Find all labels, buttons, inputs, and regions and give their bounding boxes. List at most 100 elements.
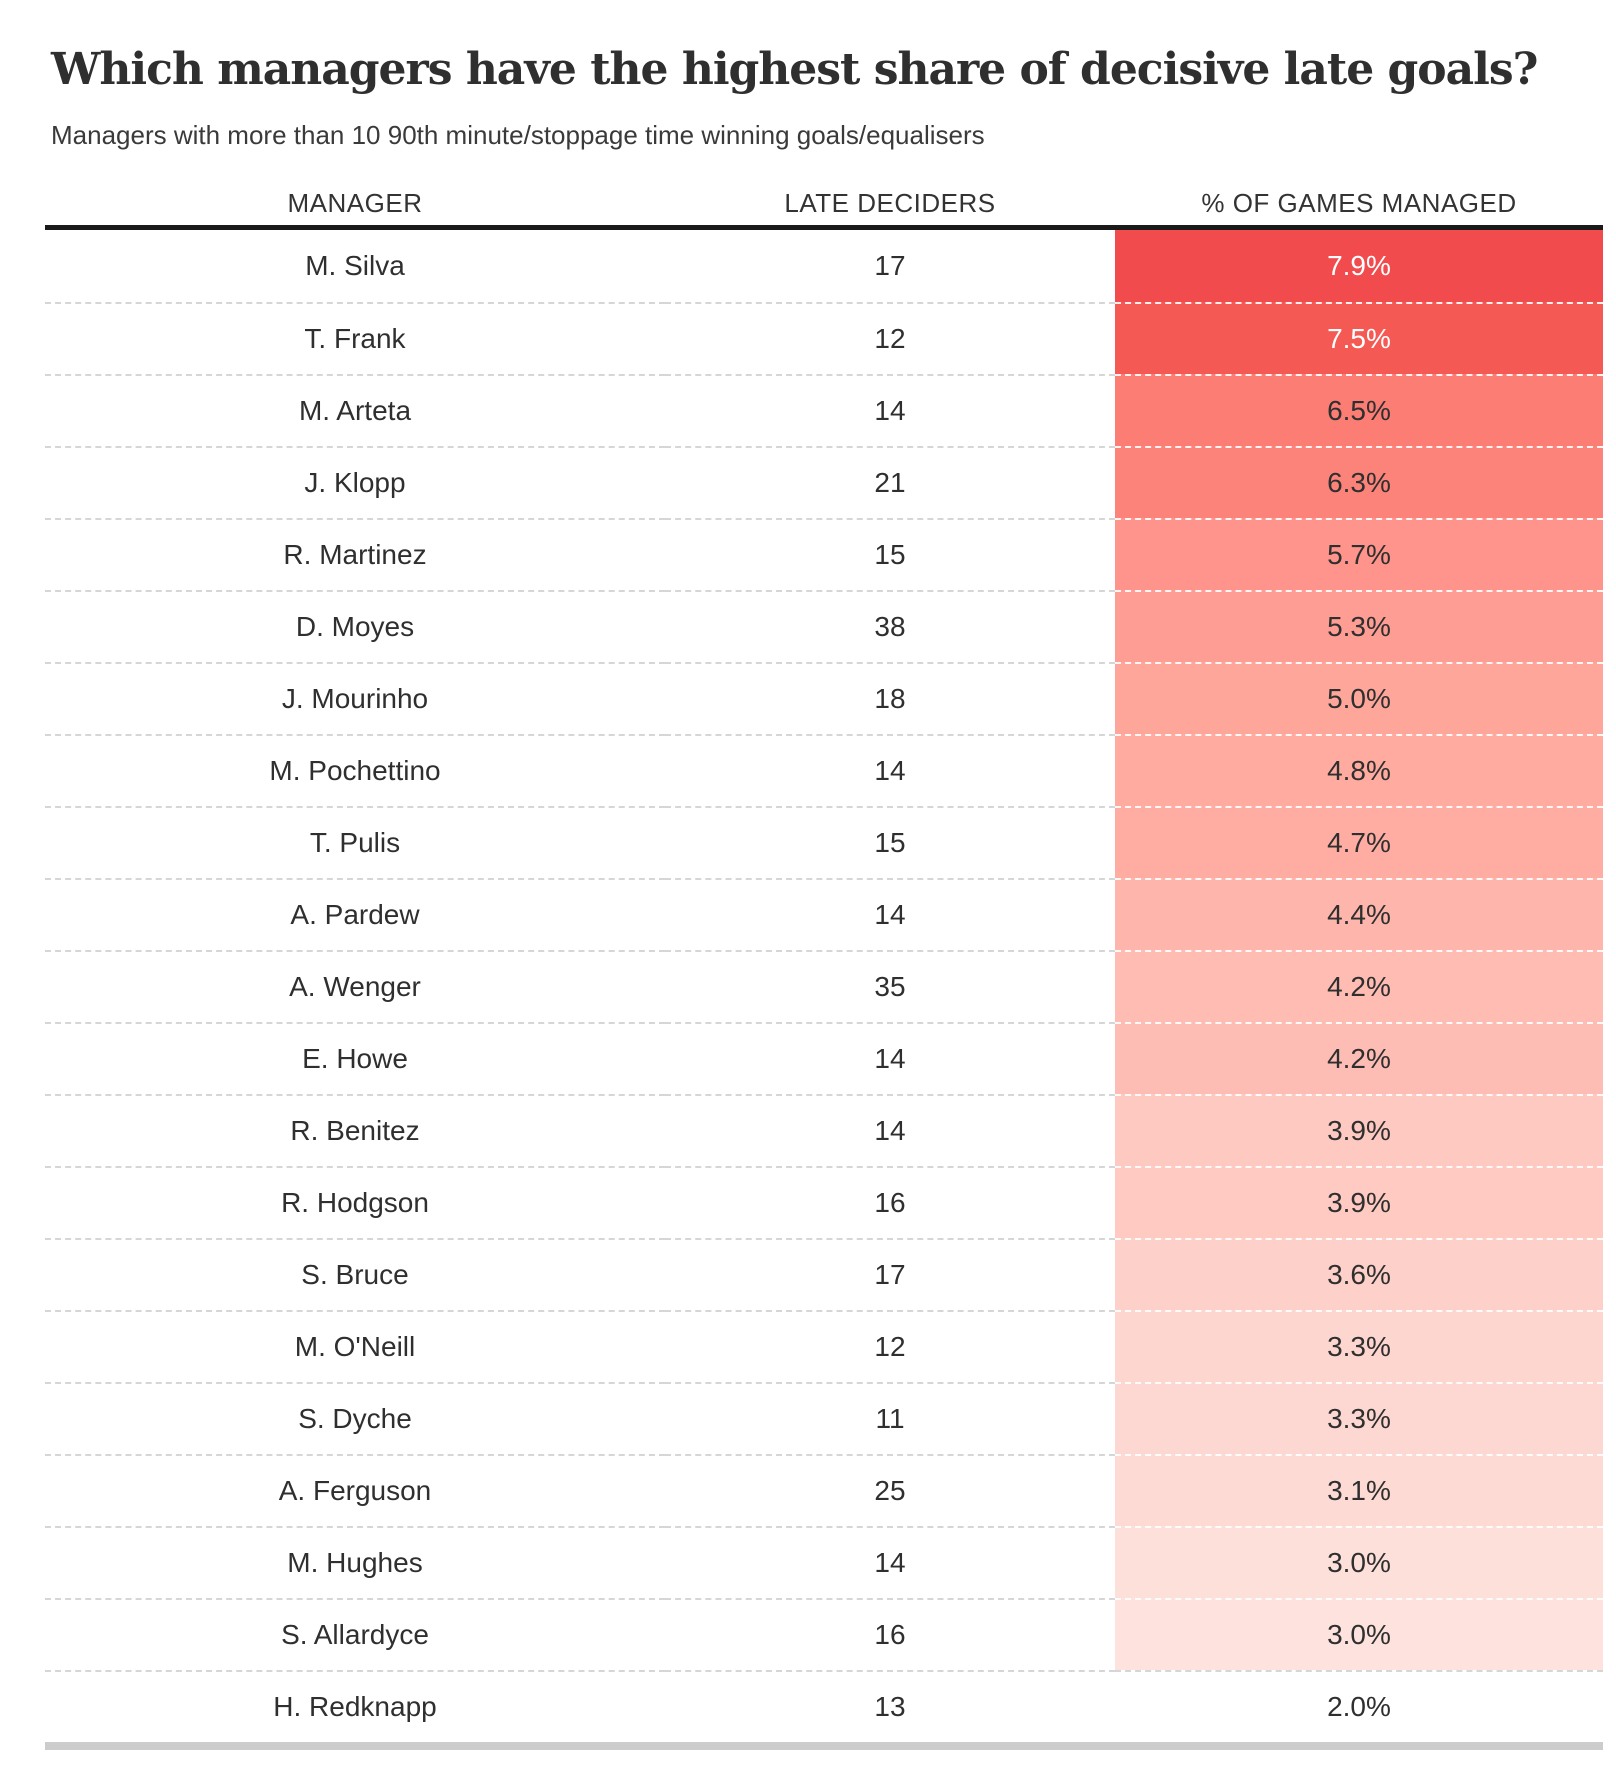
pct-games-managed-cell: 3.6% — [1115, 1238, 1603, 1311]
manager-name: M. Pochettino — [45, 734, 665, 806]
late-deciders-count: 15 — [665, 518, 1115, 590]
manager-name: A. Wenger — [45, 950, 665, 1022]
pct-games-managed-cell: 5.7% — [1115, 518, 1603, 591]
table-row: H. Redknapp 13 2.0% — [45, 1670, 1603, 1742]
pct-value: 3.3% — [1327, 1331, 1391, 1363]
late-deciders-count: 38 — [665, 590, 1115, 662]
manager-name: T. Pulis — [45, 806, 665, 878]
late-deciders-count: 14 — [665, 374, 1115, 446]
pct-value: 4.8% — [1327, 755, 1391, 787]
pct-games-managed-cell: 3.3% — [1115, 1382, 1603, 1455]
pct-games-managed-cell: 2.0% — [1115, 1670, 1603, 1742]
pct-games-managed-cell: 4.2% — [1115, 1022, 1603, 1095]
pct-value: 3.1% — [1327, 1475, 1391, 1507]
manager-name: S. Dyche — [45, 1382, 665, 1454]
pct-value: 3.9% — [1327, 1115, 1391, 1147]
pct-games-managed-cell: 7.9% — [1115, 230, 1603, 303]
pct-value: 4.7% — [1327, 827, 1391, 859]
table-row: T. Frank 12 7.5% — [45, 302, 1603, 375]
late-deciders-count: 14 — [665, 1526, 1115, 1598]
pct-value: 4.4% — [1327, 899, 1391, 931]
table-bottom-divider — [45, 1742, 1603, 1751]
pct-games-managed-cell: 3.9% — [1115, 1094, 1603, 1167]
late-deciders-count: 13 — [665, 1670, 1115, 1742]
table-row: S. Dyche 11 3.3% — [45, 1382, 1603, 1455]
header-divider — [45, 225, 1603, 231]
pct-value: 6.5% — [1327, 395, 1391, 427]
table-row: A. Pardew 14 4.4% — [45, 878, 1603, 951]
late-deciders-count: 14 — [665, 1022, 1115, 1094]
manager-name: J. Mourinho — [45, 662, 665, 734]
manager-name: M. Arteta — [45, 374, 665, 446]
late-deciders-count: 11 — [665, 1382, 1115, 1454]
late-deciders-count: 25 — [665, 1454, 1115, 1526]
pct-value: 4.2% — [1327, 1043, 1391, 1075]
pct-value: 5.0% — [1327, 683, 1391, 715]
managers-table: MANAGER LATE DECIDERS % OF GAMES MANAGED… — [45, 181, 1603, 1751]
pct-games-managed-cell: 6.3% — [1115, 446, 1603, 519]
late-deciders-count: 16 — [665, 1598, 1115, 1670]
manager-name: S. Bruce — [45, 1238, 665, 1310]
manager-name: E. Howe — [45, 1022, 665, 1094]
pct-games-managed-cell: 4.7% — [1115, 806, 1603, 879]
manager-name: M. O'Neill — [45, 1310, 665, 1382]
late-deciders-count: 21 — [665, 446, 1115, 518]
manager-name: R. Benitez — [45, 1094, 665, 1166]
manager-name: R. Hodgson — [45, 1166, 665, 1238]
pct-value: 5.3% — [1327, 611, 1391, 643]
table-row: A. Ferguson 25 3.1% — [45, 1454, 1603, 1527]
pct-value: 7.9% — [1327, 250, 1391, 282]
column-header-pct-games-managed: % OF GAMES MANAGED — [1201, 187, 1517, 218]
table-row: R. Hodgson 16 3.9% — [45, 1166, 1603, 1239]
table-row: M. Pochettino 14 4.8% — [45, 734, 1603, 807]
late-deciders-count: 12 — [665, 1310, 1115, 1382]
table-row: S. Allardyce 16 3.0% — [45, 1598, 1603, 1671]
table-row: R. Benitez 14 3.9% — [45, 1094, 1603, 1167]
pct-games-managed-cell: 3.0% — [1115, 1526, 1603, 1599]
page-subtitle: Managers with more than 10 90th minute/s… — [51, 120, 985, 151]
table-row: E. Howe 14 4.2% — [45, 1022, 1603, 1095]
column-header-manager: MANAGER — [287, 187, 423, 218]
table-row: D. Moyes 38 5.3% — [45, 590, 1603, 663]
pct-games-managed-cell: 7.5% — [1115, 302, 1603, 375]
table-row: A. Wenger 35 4.2% — [45, 950, 1603, 1023]
pct-value: 3.6% — [1327, 1259, 1391, 1291]
pct-value: 3.0% — [1327, 1547, 1391, 1579]
late-deciders-count: 18 — [665, 662, 1115, 734]
pct-games-managed-cell: 3.3% — [1115, 1310, 1603, 1383]
table-row: M. Hughes 14 3.0% — [45, 1526, 1603, 1599]
table-body: M. Silva 17 7.9% T. Frank 12 7.5% M. Art… — [45, 230, 1603, 1742]
late-deciders-count: 17 — [665, 1238, 1115, 1310]
manager-name: S. Allardyce — [45, 1598, 665, 1670]
table-row: J. Klopp 21 6.3% — [45, 446, 1603, 519]
pct-value: 4.2% — [1327, 971, 1391, 1003]
table-row: T. Pulis 15 4.7% — [45, 806, 1603, 879]
table-row: R. Martinez 15 5.7% — [45, 518, 1603, 591]
table-row: S. Bruce 17 3.6% — [45, 1238, 1603, 1311]
table-row: J. Mourinho 18 5.0% — [45, 662, 1603, 735]
pct-games-managed-cell: 3.9% — [1115, 1166, 1603, 1239]
manager-name: T. Frank — [45, 302, 665, 374]
manager-name: A. Pardew — [45, 878, 665, 950]
manager-name: R. Martinez — [45, 518, 665, 590]
late-deciders-count: 14 — [665, 734, 1115, 806]
pct-games-managed-cell: 4.2% — [1115, 950, 1603, 1023]
late-deciders-count: 14 — [665, 878, 1115, 950]
table-header-row: MANAGER LATE DECIDERS % OF GAMES MANAGED — [45, 181, 1603, 225]
late-deciders-count: 12 — [665, 302, 1115, 374]
table-row: M. Arteta 14 6.5% — [45, 374, 1603, 447]
manager-name: M. Silva — [305, 250, 405, 282]
pct-games-managed-cell: 3.1% — [1115, 1454, 1603, 1527]
pct-games-managed-cell: 6.5% — [1115, 374, 1603, 447]
late-deciders-count: 35 — [665, 950, 1115, 1022]
late-deciders-count: 17 — [874, 250, 906, 282]
pct-games-managed-cell: 4.4% — [1115, 878, 1603, 951]
pct-games-managed-cell: 3.0% — [1115, 1598, 1603, 1671]
page-title: Which managers have the highest share of… — [51, 44, 1538, 95]
pct-value: 3.0% — [1327, 1619, 1391, 1651]
pct-value: 2.0% — [1327, 1691, 1391, 1723]
pct-value: 5.7% — [1327, 539, 1391, 571]
pct-games-managed-cell: 5.0% — [1115, 662, 1603, 735]
pct-games-managed-cell: 5.3% — [1115, 590, 1603, 663]
